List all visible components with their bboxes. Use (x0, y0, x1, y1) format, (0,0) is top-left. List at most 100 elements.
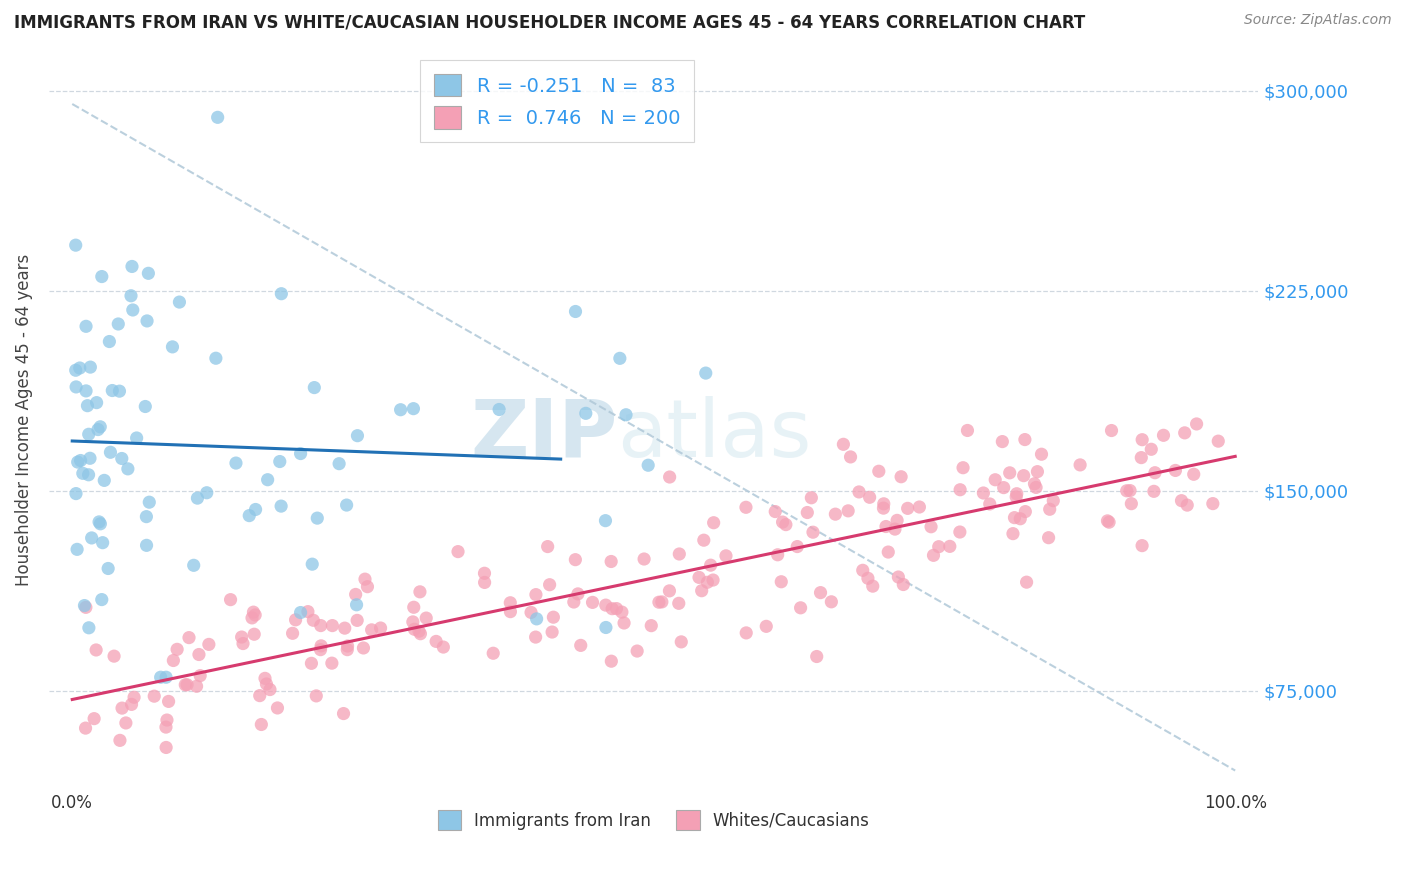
Point (253, 671, 276, 685)
Point (668, 547, 690, 561)
Point (520, 606, 543, 620)
Point (537, 540, 560, 554)
Point (1069, 458, 1091, 472)
Point (336, 498, 359, 512)
Point (432, 640, 454, 654)
Point (1153, 428, 1175, 442)
Point (868, 464, 890, 478)
Point (884, 522, 907, 536)
Point (447, 544, 470, 558)
Point (232, 636, 254, 650)
Point (245, 502, 267, 516)
Point (775, 517, 797, 532)
Point (564, 552, 586, 566)
Point (425, 634, 447, 648)
Point (402, 401, 425, 416)
Point (1121, 497, 1143, 511)
Point (1202, 497, 1225, 511)
Point (972, 486, 994, 500)
Point (111, 701, 134, 715)
Point (595, 598, 617, 612)
Point (824, 507, 846, 521)
Point (290, 446, 312, 460)
Point (69, 453, 91, 467)
Point (346, 613, 368, 627)
Point (336, 642, 359, 657)
Point (77, 621, 100, 635)
Point (786, 540, 808, 554)
Point (543, 610, 565, 624)
Point (839, 450, 862, 464)
Point (73, 599, 96, 613)
Point (149, 670, 172, 684)
Point (856, 571, 879, 585)
Point (789, 600, 811, 615)
Point (1014, 433, 1036, 447)
Point (65, 238, 87, 252)
Point (356, 580, 378, 594)
Point (658, 583, 681, 598)
Point (538, 578, 561, 592)
Point (346, 428, 368, 442)
Point (696, 575, 718, 590)
Point (806, 649, 828, 664)
Point (408, 624, 430, 639)
Point (162, 340, 184, 354)
Point (569, 639, 592, 653)
Point (693, 533, 716, 548)
Point (409, 626, 432, 640)
Point (186, 491, 208, 505)
Point (1174, 425, 1197, 440)
Y-axis label: Householder Income Ages 45 - 64 years: Householder Income Ages 45 - 64 years (15, 254, 32, 586)
Point (186, 679, 208, 693)
Point (1130, 433, 1153, 447)
Point (633, 552, 655, 566)
Point (100, 445, 122, 459)
Point (886, 513, 908, 527)
Point (75, 600, 97, 615)
Point (581, 595, 603, 609)
Point (111, 451, 134, 466)
Point (205, 351, 228, 366)
Point (155, 720, 177, 734)
Point (138, 495, 160, 509)
Point (169, 295, 191, 310)
Point (499, 596, 522, 610)
Point (1015, 575, 1038, 590)
Point (77, 467, 100, 482)
Point (952, 460, 974, 475)
Point (80, 531, 103, 545)
Point (699, 558, 721, 573)
Point (956, 424, 979, 438)
Point (240, 611, 263, 625)
Point (770, 574, 793, 589)
Point (690, 583, 713, 598)
Point (290, 606, 312, 620)
Point (98, 334, 121, 349)
Point (83, 712, 105, 726)
Point (1005, 490, 1028, 504)
Point (979, 497, 1001, 511)
Point (1185, 417, 1208, 431)
Point (321, 618, 343, 632)
Point (120, 289, 142, 303)
Point (564, 304, 586, 318)
Point (998, 466, 1021, 480)
Point (415, 611, 437, 625)
Point (281, 626, 304, 640)
Point (1164, 463, 1187, 477)
Point (301, 557, 323, 571)
Point (207, 111, 229, 125)
Point (1206, 434, 1229, 449)
Point (1014, 505, 1036, 519)
Point (328, 457, 350, 471)
Point (1025, 480, 1047, 494)
Point (702, 573, 724, 587)
Point (908, 500, 931, 514)
Point (121, 260, 143, 274)
Point (1024, 476, 1046, 491)
Point (219, 592, 242, 607)
Point (640, 618, 662, 632)
Point (174, 678, 197, 692)
Point (1026, 465, 1049, 479)
